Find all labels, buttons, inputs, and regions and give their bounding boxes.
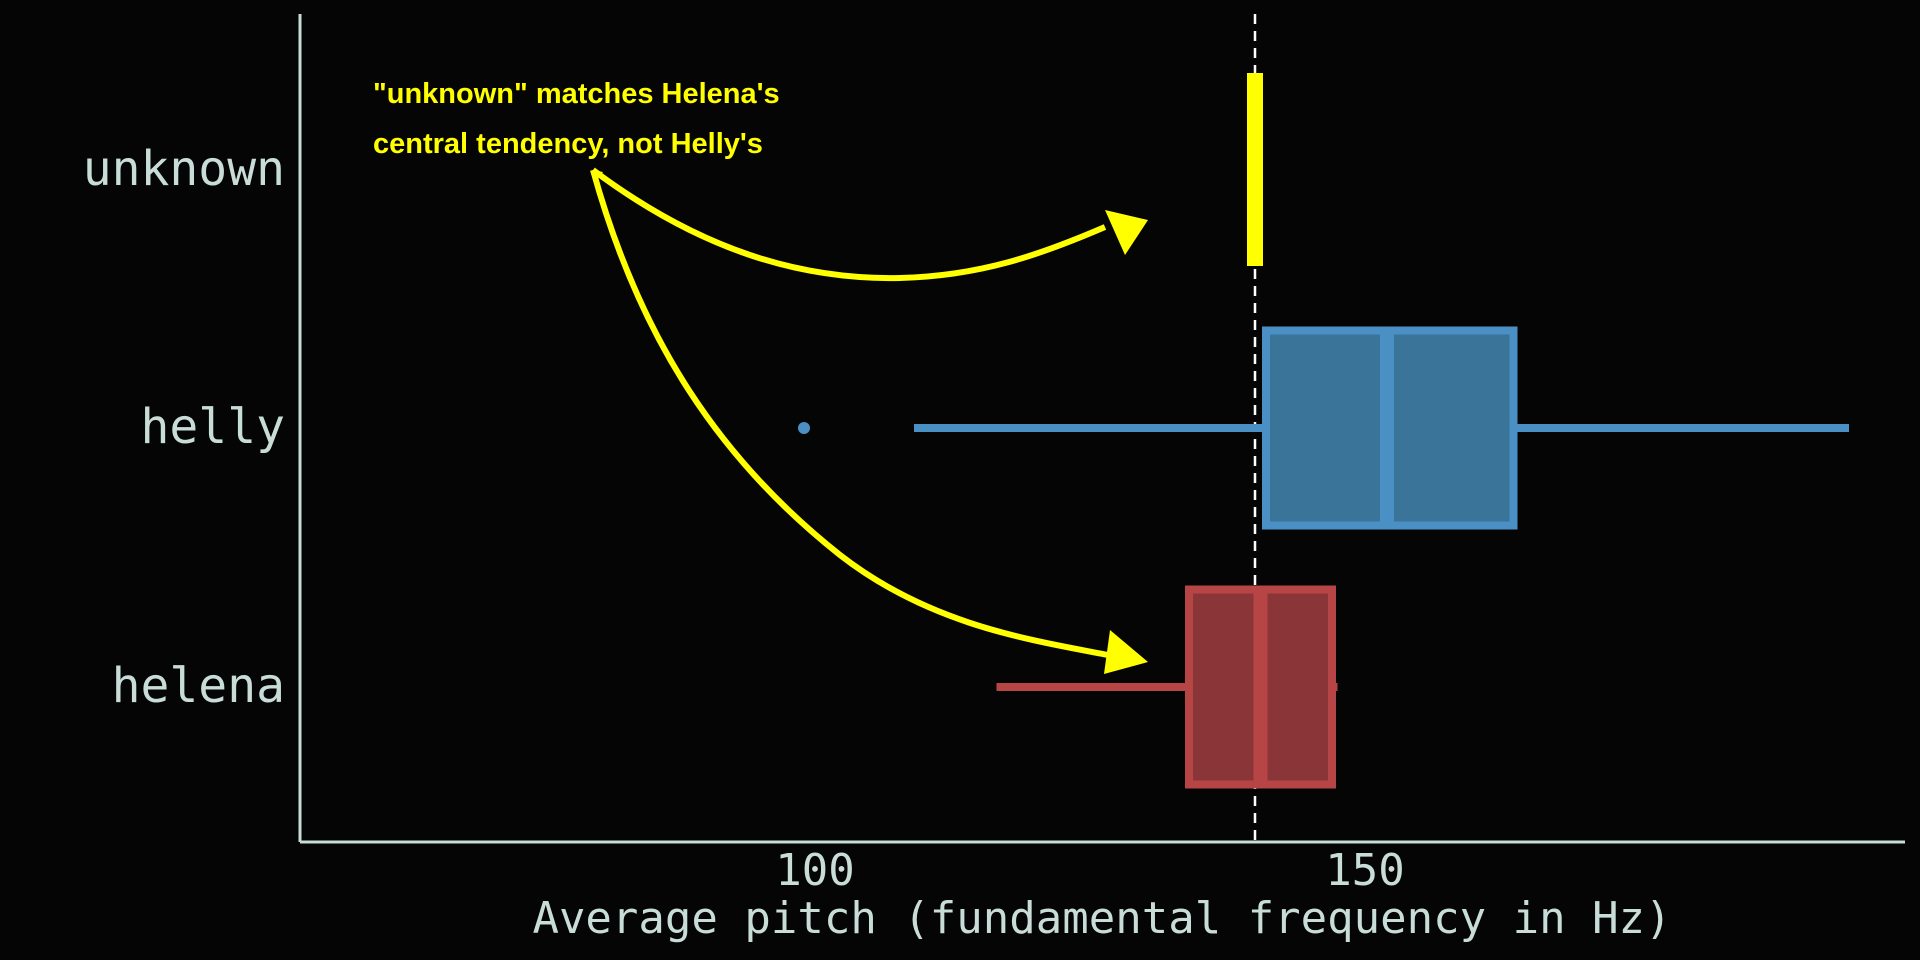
x-axis-title: Average pitch (fundamental frequency in …: [532, 893, 1671, 944]
arrowhead-icon: [1105, 210, 1148, 255]
annotation-line-1: "unknown" matches Helena's: [373, 78, 780, 110]
annotation-arrow-tail-icon: [593, 170, 603, 180]
annotation-arrow-to-helena: [590, 169, 1109, 658]
x-tick-label: 100: [775, 845, 854, 896]
category-label-helena: helena: [112, 658, 285, 714]
annotation-line-2: central tendency, not Helly's: [373, 128, 763, 160]
category-label-unknown: unknown: [83, 141, 285, 197]
arrowhead-icon: [1104, 630, 1148, 674]
x-tick-label: 150: [1325, 845, 1404, 896]
series-helly-outlier-point: [798, 422, 810, 434]
plot-area: [798, 14, 1849, 842]
category-label-helly: helly: [141, 399, 286, 455]
annotation-arrow-to-unknown: [591, 167, 1107, 282]
